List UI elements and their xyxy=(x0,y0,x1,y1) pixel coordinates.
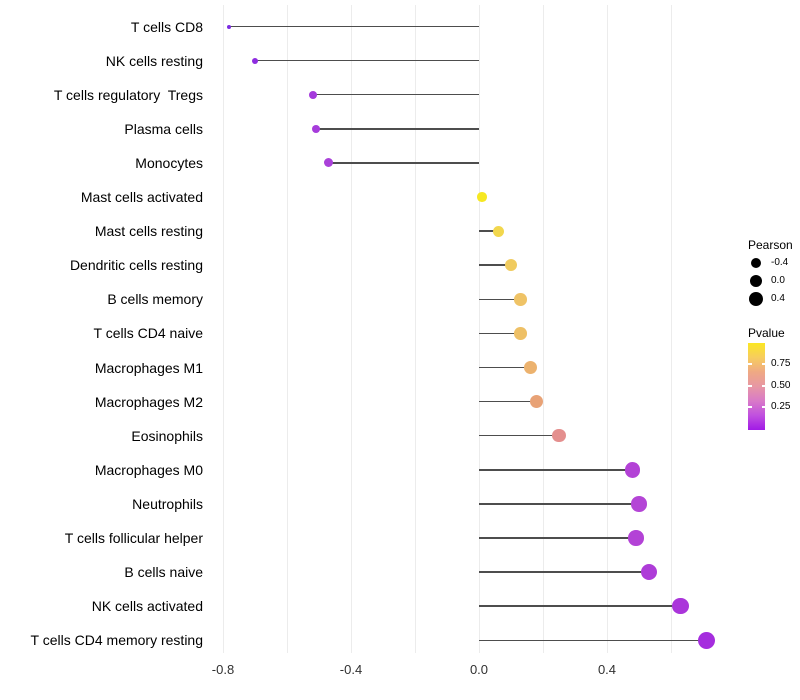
lollipop-stem xyxy=(315,128,479,130)
legend-size-label: -0.4 xyxy=(771,257,789,268)
x-tick-label: -0.8 xyxy=(211,662,235,677)
x-tick-label: -0.4 xyxy=(339,662,363,677)
gridline-x--0.8 xyxy=(222,5,224,653)
legend-pvalue-title: Pvalue xyxy=(748,326,785,340)
lollipop-stem xyxy=(229,25,479,28)
lollipop-stem xyxy=(479,400,537,403)
gridline-x-0 xyxy=(478,5,480,653)
lollipop-stem xyxy=(479,537,636,539)
lollipop-dot xyxy=(552,428,566,443)
lollipop-dot xyxy=(227,24,232,29)
legend-size-label: 0.0 xyxy=(771,275,785,286)
legend-size-label: 0.4 xyxy=(771,293,785,304)
lollipop-dot xyxy=(640,564,657,581)
y-axis-label: B cells naive xyxy=(124,564,203,581)
y-axis-label: B cells memory xyxy=(107,291,203,308)
pvalue-tick-mark xyxy=(761,363,765,365)
lollipop-dot xyxy=(697,631,715,649)
y-axis-label: Mast cells resting xyxy=(94,223,203,240)
lollipop-stem xyxy=(328,162,479,164)
y-axis-label: Monocytes xyxy=(135,154,203,171)
x-tick-label: 0.0 xyxy=(469,662,489,677)
lollipop-dot xyxy=(514,293,527,306)
lollipop-stem xyxy=(479,639,707,642)
pvalue-colorbar xyxy=(748,343,765,430)
lollipop-stem xyxy=(479,571,649,573)
pvalue-tick-mark xyxy=(761,385,765,387)
y-axis-label: T cells follicular helper xyxy=(64,530,203,546)
gridline-x-0.6 xyxy=(670,5,672,653)
legend-size-dot xyxy=(749,292,763,306)
lollipop-stem xyxy=(479,434,559,437)
y-axis-label: NK cells resting xyxy=(105,52,203,69)
lollipop-dot xyxy=(523,361,537,374)
lollipop-stem xyxy=(479,503,639,505)
y-axis-label: T cells CD4 memory resting xyxy=(30,632,203,649)
lollipop-stem xyxy=(312,93,479,96)
y-axis-label: T cells CD8 xyxy=(130,18,203,35)
lollipop-dot xyxy=(631,496,647,512)
lollipop-stem xyxy=(479,332,521,335)
y-axis-label: T cells CD4 naive xyxy=(93,325,203,342)
lollipop-dot xyxy=(252,57,258,64)
y-axis-label: Dendritic cells resting xyxy=(69,257,203,274)
gridline-x--0.4 xyxy=(350,5,352,653)
legend-size-dot xyxy=(750,275,762,287)
lollipop-dot xyxy=(628,530,644,546)
legend-size-dot xyxy=(751,258,761,268)
pvalue-tick-mark xyxy=(748,406,752,408)
gridline-x--0.2 xyxy=(414,5,416,653)
lollipop-dot xyxy=(672,597,689,615)
lollipop-stem xyxy=(479,469,633,471)
y-axis-label: NK cells activated xyxy=(91,598,203,615)
y-axis-label: T cells regulatory Tregs xyxy=(53,86,203,103)
lollipop-stem xyxy=(479,605,681,607)
y-axis-label: Neutrophils xyxy=(132,495,203,512)
lollipop-dot xyxy=(492,225,504,237)
lollipop-stem xyxy=(479,264,511,266)
gridline-x--0.6 xyxy=(286,5,288,653)
pvalue-tick-mark xyxy=(761,406,765,408)
x-tick-label: 0.4 xyxy=(597,662,617,677)
lollipop-dot xyxy=(505,259,517,272)
y-axis-label: Mast cells activated xyxy=(80,189,203,205)
y-axis-label: Macrophages M0 xyxy=(94,461,203,478)
pvalue-tick-label: 0.75 xyxy=(771,358,791,369)
y-axis-label: Macrophages M1 xyxy=(94,359,203,376)
lollipop-dot xyxy=(530,395,544,409)
y-axis-label: Eosinophils xyxy=(131,427,203,444)
legend-pearson-title: Pearson xyxy=(748,238,793,252)
lollipop-dot xyxy=(324,158,334,168)
lollipop-dot xyxy=(514,327,527,340)
lollipop-stem xyxy=(479,230,499,232)
lollipop-dot xyxy=(477,192,487,202)
gridline-x-0.4 xyxy=(606,5,608,653)
lollipop-stem xyxy=(479,366,531,369)
pvalue-tick-label: 0.50 xyxy=(771,380,791,391)
pvalue-tick-label: 0.25 xyxy=(771,401,791,412)
lollipop-stem xyxy=(255,59,479,62)
pvalue-tick-mark xyxy=(748,363,752,365)
pvalue-tick-mark xyxy=(748,385,752,387)
y-axis-label: Plasma cells xyxy=(124,120,203,137)
lollipop-dot xyxy=(311,124,321,134)
y-axis-label: Macrophages M2 xyxy=(94,393,203,410)
gridline-x-0.2 xyxy=(542,5,544,653)
lollipop-dot xyxy=(308,90,317,99)
lollipop-dot xyxy=(624,462,641,478)
lollipop-stem xyxy=(479,298,521,301)
